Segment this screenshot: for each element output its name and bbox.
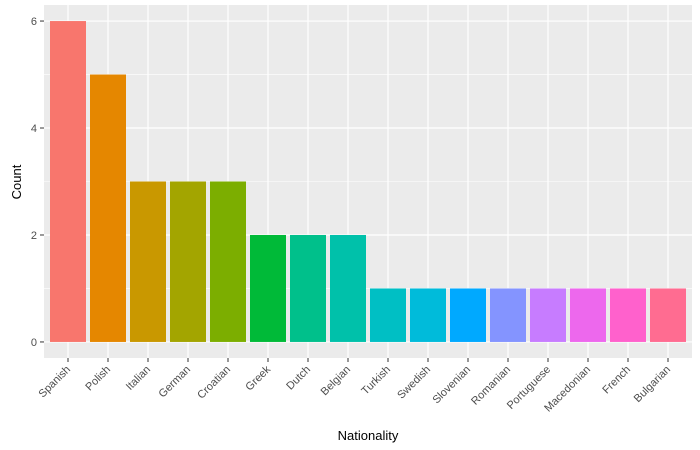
x-tick-label: Polish [83, 364, 113, 394]
x-tick-label: Spanish [37, 364, 74, 401]
bar [50, 21, 86, 342]
x-tick-label: Dutch [284, 364, 313, 393]
bar [250, 234, 286, 342]
bar [490, 288, 526, 342]
bar [410, 288, 446, 342]
x-tick-label: Belgian [319, 364, 353, 398]
bar [530, 288, 566, 342]
bar [130, 181, 166, 342]
bar [170, 181, 206, 342]
bar [570, 288, 606, 342]
x-tick-label: Bulgarian [632, 364, 673, 405]
bar [650, 288, 686, 342]
y-tick-label: 2 [31, 230, 37, 242]
x-tick-label: Greek [243, 363, 273, 393]
x-tick-label: Italian [124, 364, 153, 393]
bar [90, 74, 126, 342]
bar [610, 288, 646, 342]
bar [450, 288, 486, 342]
x-tick-label: Slovenian [430, 364, 473, 407]
x-tick-label: Turkish [359, 364, 393, 398]
x-tick-label: German [157, 364, 194, 401]
bar [330, 234, 366, 342]
bar [290, 234, 326, 342]
bar [370, 288, 406, 342]
bar [210, 181, 246, 342]
y-tick-label: 6 [31, 16, 37, 28]
x-tick-label: French [600, 364, 633, 397]
x-axis-title: Nationality [338, 428, 399, 443]
y-axis-title: Count [9, 164, 24, 199]
y-tick-label: 4 [31, 123, 37, 135]
y-tick-label: 0 [31, 337, 37, 349]
x-tick-label: Swedish [395, 364, 433, 402]
x-tick-label: Croatian [195, 364, 233, 402]
